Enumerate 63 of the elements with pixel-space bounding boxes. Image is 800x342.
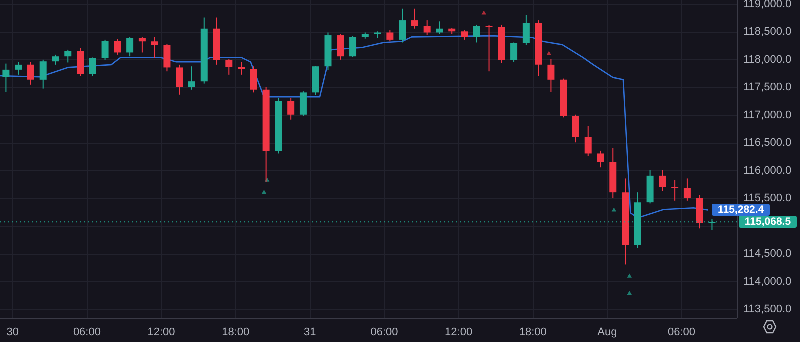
candlestick xyxy=(188,66,196,90)
candlestick xyxy=(226,58,233,76)
candlestick xyxy=(597,150,604,168)
x-tick-label: 30 xyxy=(6,326,20,338)
x-tick-label: 18:00 xyxy=(222,326,250,338)
candlestick xyxy=(138,36,146,54)
x-tick-label: 06:00 xyxy=(370,326,398,338)
y-tick-label: 115,500.0 xyxy=(744,192,792,205)
candlestick xyxy=(486,24,493,72)
candlestick xyxy=(473,24,480,44)
x-tick-label: 12:00 xyxy=(148,326,176,338)
candlestick xyxy=(386,30,394,42)
candlestick xyxy=(584,125,592,158)
candlestick xyxy=(436,21,444,35)
candlestick xyxy=(52,54,60,66)
candlestick xyxy=(151,36,158,59)
candlestick xyxy=(399,8,406,44)
candlestick xyxy=(114,38,122,56)
candlestick xyxy=(238,62,246,76)
candlestick xyxy=(510,42,518,63)
x-tick-label: 06:00 xyxy=(668,326,696,338)
y-tick-label: 117,500.0 xyxy=(744,82,792,94)
y-tick-label: 113,500.0 xyxy=(744,304,792,316)
ref-line-label: 115,068.5 xyxy=(739,216,797,228)
y-tick-label: 114,500.0 xyxy=(744,248,792,260)
candlestick xyxy=(659,170,666,192)
x-tick-label: 06:00 xyxy=(73,326,101,338)
y-tick-label: 116,500.0 xyxy=(744,137,792,150)
y-tick-label: 119,000.0 xyxy=(744,0,792,10)
x-tick-label: 18:00 xyxy=(519,326,547,338)
y-tick-label: 117,000.0 xyxy=(744,109,792,122)
y-tick-label: 116,000.0 xyxy=(744,164,792,177)
candlestick xyxy=(572,114,580,144)
candlestick xyxy=(672,180,679,202)
candlestick xyxy=(164,44,171,72)
candlestick xyxy=(40,59,47,90)
candlestick xyxy=(27,62,34,86)
candlestick xyxy=(288,98,295,120)
candlestick xyxy=(411,8,418,30)
candlestick xyxy=(522,14,530,46)
y-tick-label: 118,000.0 xyxy=(744,54,792,66)
candlestick xyxy=(250,66,258,94)
candlestick xyxy=(300,91,307,116)
x-tick-label: 31 xyxy=(304,326,316,338)
candlestick xyxy=(89,57,96,77)
x-tick-label: Aug xyxy=(598,326,618,338)
candlestick xyxy=(2,63,10,93)
candlestick xyxy=(337,34,344,60)
candlestick xyxy=(548,58,555,93)
candlestick xyxy=(102,39,109,60)
candlestick xyxy=(64,49,72,64)
candlestick xyxy=(424,20,431,36)
candlestick xyxy=(15,62,22,76)
candlestick xyxy=(126,36,134,58)
x-tick-label: 12:00 xyxy=(445,326,473,338)
data-label: 115,282.4 xyxy=(712,204,770,216)
candlestick xyxy=(176,64,184,96)
candlestick xyxy=(684,178,691,202)
y-tick-label: 118,500.0 xyxy=(744,26,792,38)
candlestick xyxy=(77,48,84,77)
y-tick-label: 114,000.0 xyxy=(744,276,792,288)
candlestick xyxy=(350,36,357,58)
candlestick xyxy=(460,30,468,40)
